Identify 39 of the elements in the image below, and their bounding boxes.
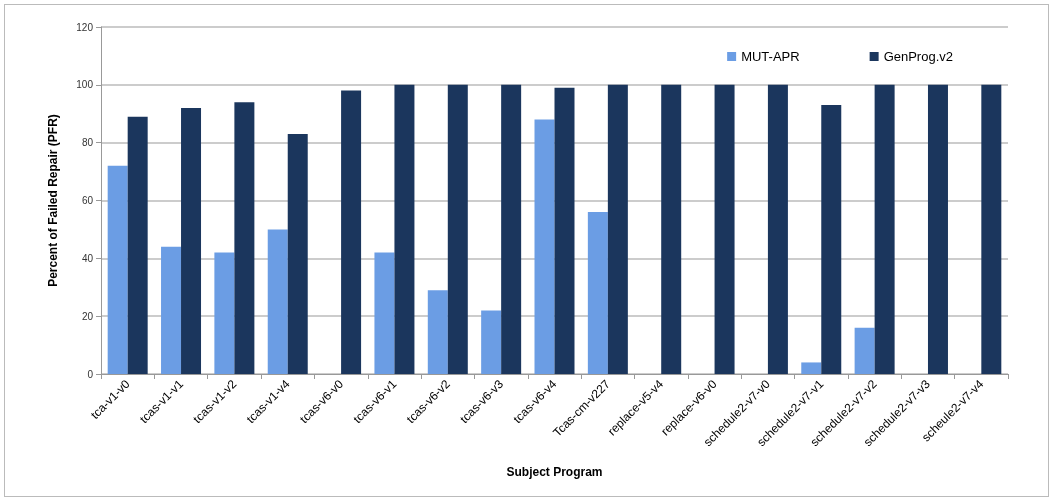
bar: [587, 212, 608, 374]
bar: [107, 165, 128, 374]
x-axis-title: Subject Program: [506, 465, 603, 479]
bar: [481, 310, 502, 374]
bar: [267, 229, 288, 374]
bar: [821, 105, 842, 374]
y-tick-label: 120: [76, 21, 94, 33]
bar: [394, 84, 415, 374]
bar: [234, 102, 255, 374]
y-tick-label: 40: [81, 252, 94, 264]
bar: [501, 84, 522, 374]
legend-label: GenProg.v2: [883, 49, 953, 64]
bar: [801, 362, 822, 374]
bar: [607, 84, 628, 374]
bar: [874, 84, 895, 374]
bar: [427, 290, 448, 374]
bar: [534, 119, 555, 374]
bar: [981, 84, 1002, 374]
bar: [214, 252, 235, 374]
bar: [161, 246, 182, 374]
bar: [127, 116, 148, 374]
bar: [927, 84, 948, 374]
y-tick-label: 0: [87, 368, 94, 380]
bar: [181, 107, 202, 374]
bar: [287, 133, 308, 374]
bar: [554, 87, 575, 374]
bar: [341, 90, 362, 374]
y-tick-label: 80: [81, 137, 94, 149]
legend-label: MUT-APR: [741, 49, 800, 64]
y-tick-label: 100: [76, 79, 94, 91]
bar: [374, 252, 395, 374]
y-axis-title: Percent of Failed Repair (PFR): [46, 114, 60, 287]
y-tick-label: 60: [81, 195, 94, 206]
bar: [447, 84, 468, 374]
bar: [767, 84, 788, 374]
bar: [854, 327, 875, 374]
y-tick-label: 20: [81, 310, 94, 322]
bar: [661, 84, 682, 374]
bar: [714, 84, 735, 374]
